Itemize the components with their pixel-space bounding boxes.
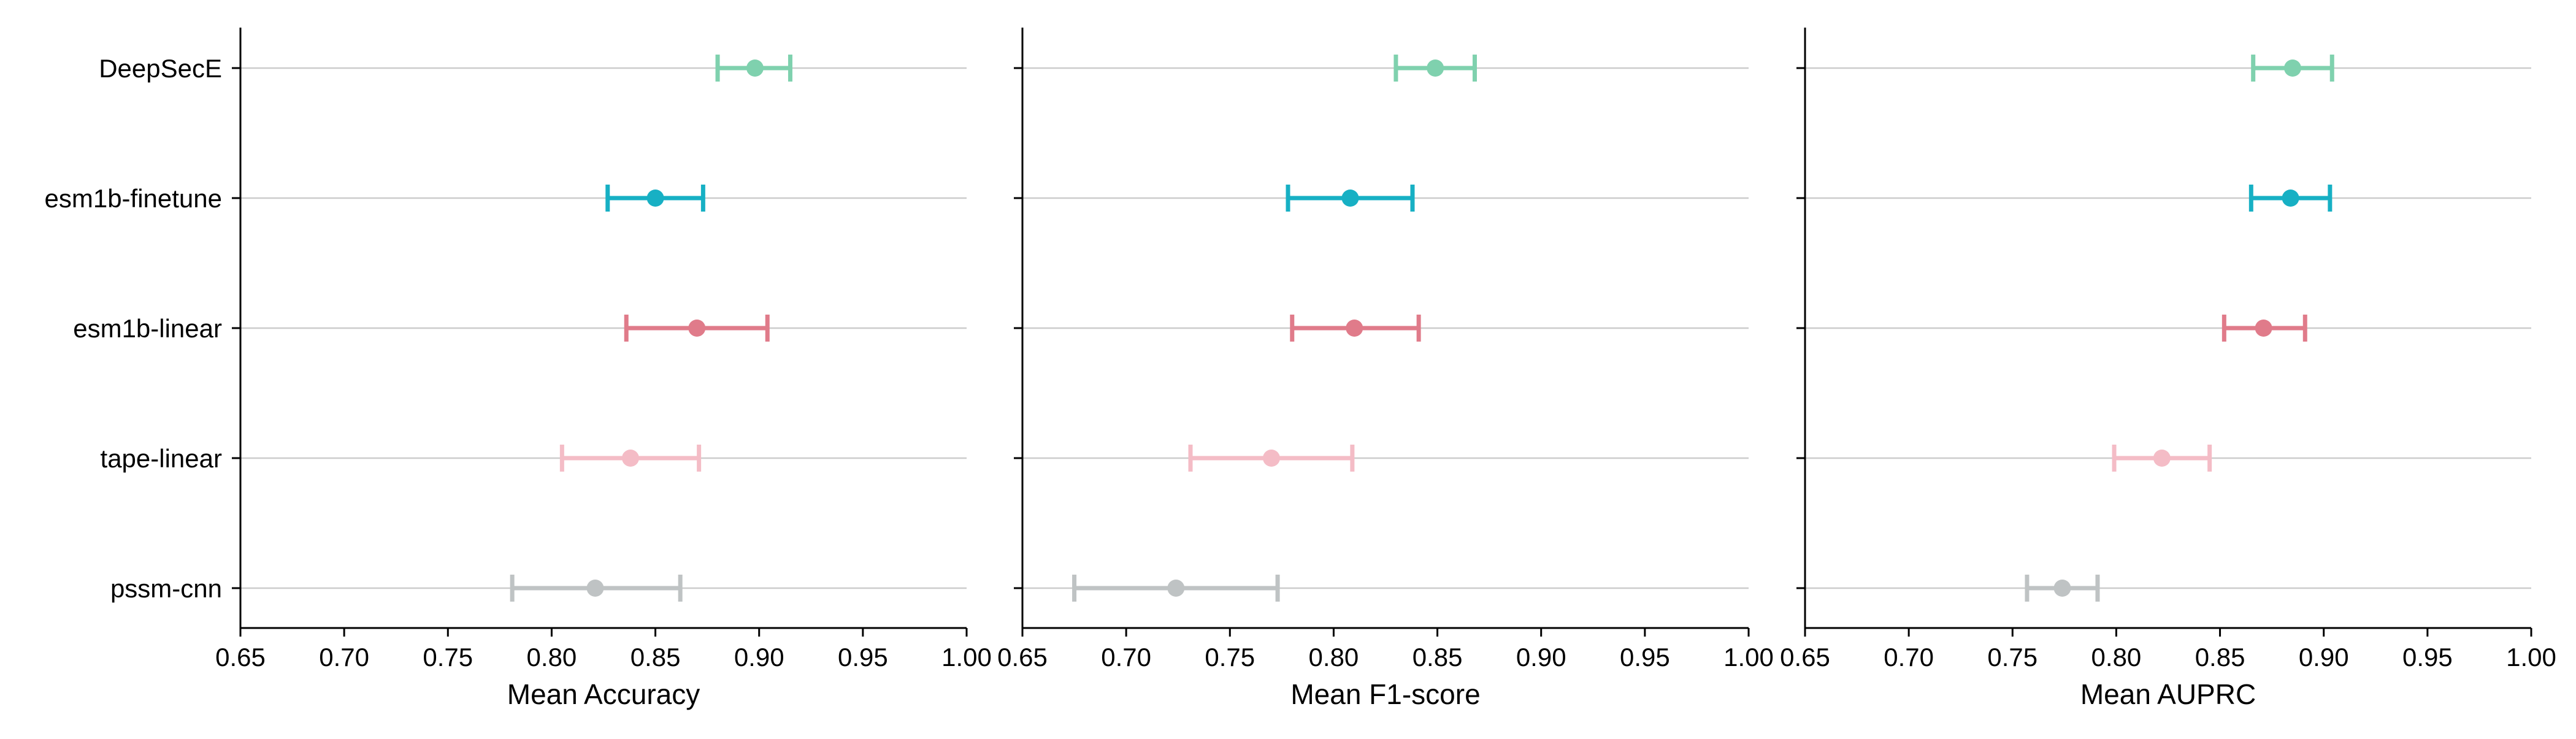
x-tick-label: 0.80 [1309, 643, 1359, 672]
mean-point [1427, 59, 1444, 77]
category-label: tape-linear [101, 444, 222, 473]
mean-point [2283, 59, 2301, 77]
x-tick-label: 0.85 [2195, 643, 2245, 672]
x-tick-label: 0.65 [997, 643, 1048, 672]
mean-point [1167, 580, 1185, 597]
mean-point [2255, 320, 2272, 337]
x-tick-label: 0.90 [2299, 643, 2349, 672]
x-tick-label: 0.75 [1205, 643, 1255, 672]
mean-point [2282, 190, 2299, 207]
category-label: DeepSecE [99, 54, 222, 83]
mean-point [1341, 190, 1359, 207]
x-tick-label: 0.70 [1101, 643, 1151, 672]
x-tick-label: 0.95 [838, 643, 888, 672]
x-axis-title: Mean AUPRC [2080, 678, 2256, 710]
x-axis-title: Mean Accuracy [507, 678, 700, 710]
x-axis-title: Mean F1-score [1290, 678, 1480, 710]
x-tick-label: 0.65 [215, 643, 266, 672]
mean-point [586, 580, 604, 597]
mean-point [2053, 580, 2071, 597]
x-tick-label: 1.00 [2506, 643, 2556, 672]
x-tick-label: 0.85 [631, 643, 681, 672]
mean-point [746, 59, 764, 77]
x-tick-label: 0.95 [1620, 643, 1670, 672]
x-tick-label: 1.00 [941, 643, 992, 672]
x-tick-label: 0.65 [1780, 643, 1830, 672]
x-tick-label: 1.00 [1723, 643, 1774, 672]
x-tick-label: 0.85 [1413, 643, 1463, 672]
x-tick-label: 0.70 [319, 643, 369, 672]
mean-point [1262, 450, 1280, 467]
category-label: esm1b-linear [73, 314, 222, 343]
x-tick-label: 0.70 [1884, 643, 1934, 672]
x-tick-label: 0.75 [423, 643, 473, 672]
x-tick-label: 0.90 [734, 643, 784, 672]
mean-point [621, 450, 639, 467]
x-tick-label: 0.95 [2402, 643, 2453, 672]
mean-point [1346, 320, 1363, 337]
mean-point [646, 190, 664, 207]
mean-point [688, 320, 706, 337]
category-label: pssm-cnn [110, 574, 222, 603]
category-label: esm1b-finetune [44, 184, 222, 213]
x-tick-label: 0.75 [1987, 643, 2037, 672]
mean-point [2153, 450, 2171, 467]
x-tick-label: 0.80 [527, 643, 577, 672]
x-tick-label: 0.90 [1516, 643, 1566, 672]
x-tick-label: 0.80 [2091, 643, 2142, 672]
